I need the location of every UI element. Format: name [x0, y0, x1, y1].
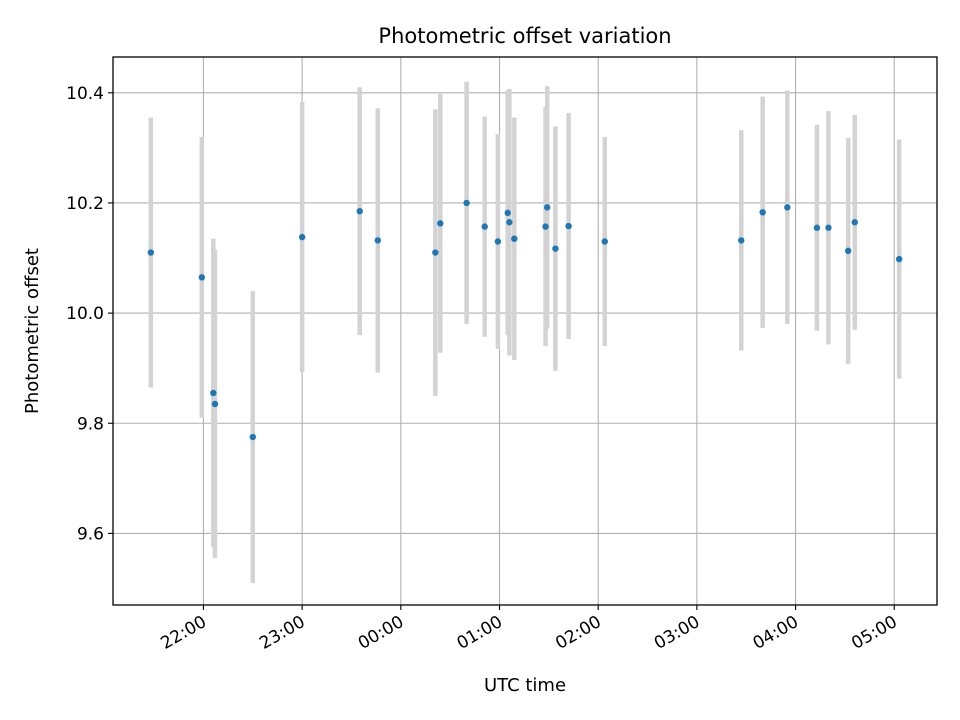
data-point [813, 224, 821, 231]
data-point [198, 274, 206, 281]
data-point [506, 219, 513, 226]
data-point [437, 220, 444, 227]
data-point [544, 204, 551, 211]
data-point [494, 238, 502, 245]
data-point [147, 249, 155, 256]
data-point [565, 222, 572, 230]
data-point [481, 223, 488, 230]
y-tick-label: 10.0 [66, 304, 104, 324]
data-point [825, 224, 832, 231]
data-point [298, 233, 306, 241]
data-point [851, 219, 858, 226]
chart-title: Photometric offset variation [378, 24, 671, 48]
data-point [356, 208, 363, 215]
data-point [511, 235, 518, 242]
data-point [211, 400, 219, 408]
data-point [601, 238, 608, 245]
data-point [249, 433, 257, 441]
y-tick-label: 9.6 [77, 524, 104, 544]
y-tick-label: 9.8 [77, 414, 104, 434]
x-axis-label: UTC time [484, 675, 566, 696]
data-point [374, 237, 381, 244]
data-point [844, 247, 852, 255]
y-tick-label: 10.4 [66, 84, 104, 104]
y-axis-ticks: 9.6 9.8 10.0 10.2 10.4 [66, 84, 113, 544]
data-point [463, 199, 470, 207]
data-point [738, 237, 745, 244]
y-tick-label: 10.2 [66, 194, 104, 214]
data-point [542, 223, 549, 230]
axes-frame [112, 56, 938, 606]
data-point [504, 209, 511, 217]
data-points [147, 199, 903, 441]
data-point [432, 249, 439, 256]
data-point [784, 204, 791, 211]
y-axis-label: Photometric offset [22, 248, 43, 414]
data-point [759, 209, 766, 216]
data-point [210, 389, 217, 397]
data-point [895, 255, 903, 263]
data-point [552, 245, 559, 252]
